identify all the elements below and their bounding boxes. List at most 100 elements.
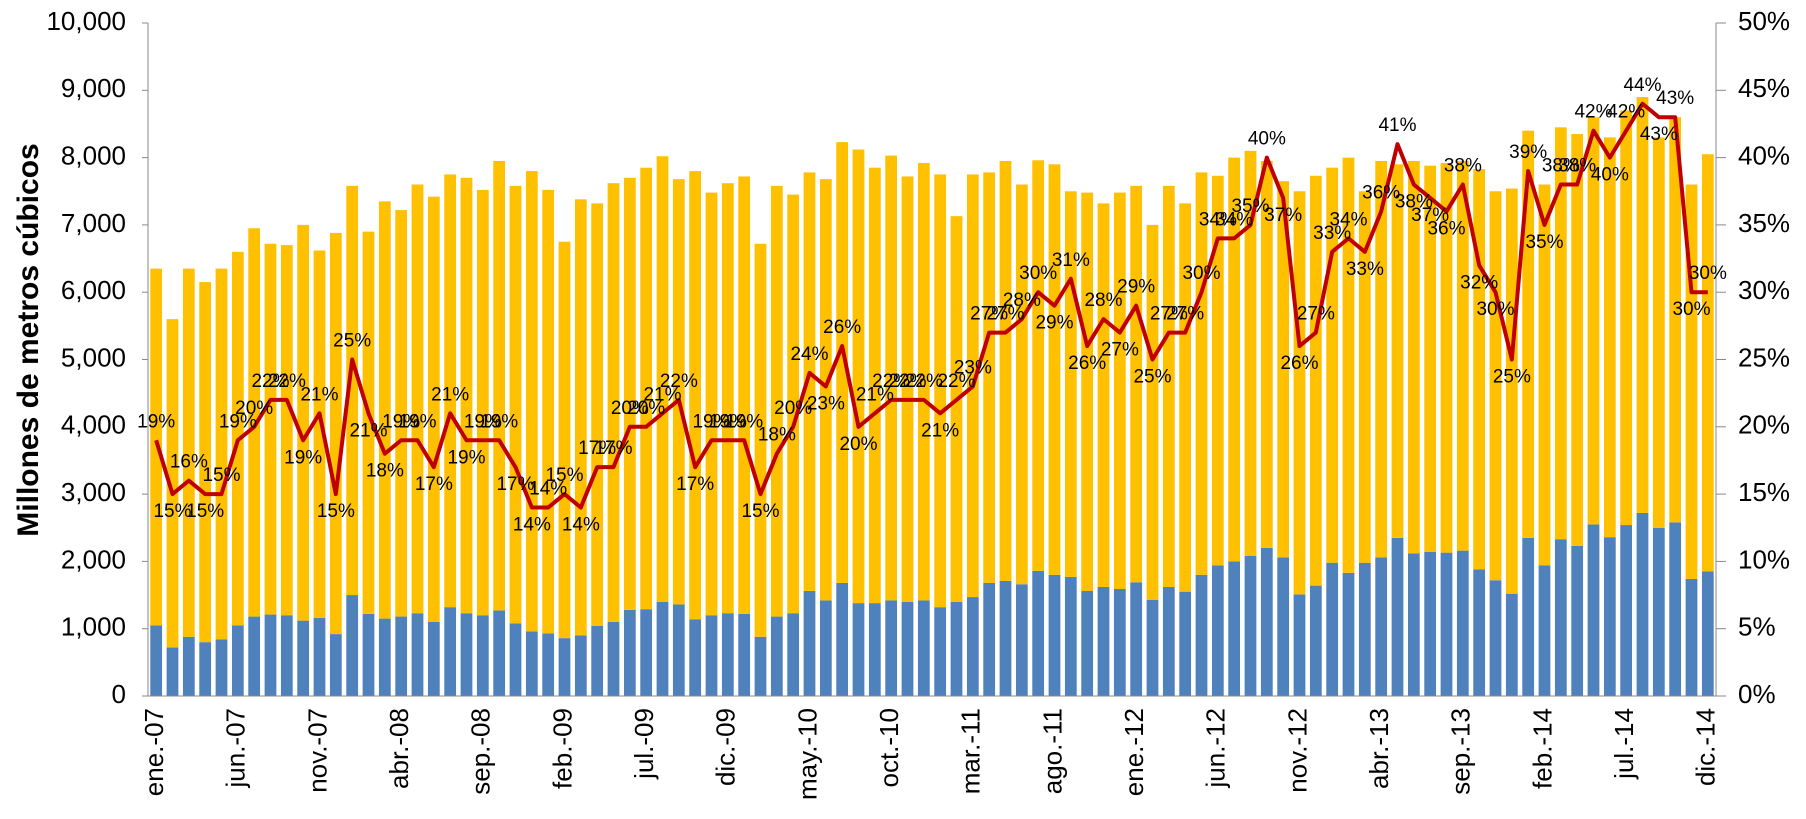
bar — [1146, 599, 1159, 696]
bar — [1293, 191, 1306, 595]
bar — [1293, 594, 1306, 696]
data-label: 22% — [660, 371, 698, 392]
data-label: 26% — [1280, 353, 1318, 374]
bar — [1440, 162, 1453, 553]
y2-tick-label: 25% — [1738, 342, 1790, 372]
bar — [1048, 574, 1061, 696]
x-tick-label: jul.-14 — [1609, 708, 1639, 780]
y2-tick-label: 50% — [1738, 6, 1790, 36]
bar — [770, 616, 783, 696]
bar — [427, 196, 440, 622]
data-label: 21% — [643, 384, 681, 405]
bar — [591, 626, 604, 696]
data-label: 17% — [415, 474, 453, 495]
x-tick-label: jul.-09 — [629, 708, 659, 780]
bar — [329, 232, 342, 635]
data-label: 38% — [1395, 192, 1433, 213]
bar — [1130, 582, 1143, 696]
bar — [803, 172, 816, 592]
bar — [1162, 586, 1175, 696]
data-label: 23% — [807, 393, 845, 414]
y-tick-label: 5,000 — [61, 342, 126, 372]
bar — [313, 617, 326, 696]
data-label: 35% — [1525, 232, 1563, 253]
bar — [1081, 591, 1094, 696]
bar — [493, 160, 506, 611]
bar — [346, 185, 359, 596]
y-tick-label: 4,000 — [61, 410, 126, 440]
data-label: 34% — [1329, 209, 1367, 230]
bar — [1571, 134, 1584, 546]
bar — [427, 621, 440, 696]
bar — [901, 601, 914, 696]
x-tick-label: mar.-11 — [956, 708, 986, 794]
bar — [852, 149, 865, 604]
data-label: 16% — [170, 452, 208, 473]
bar — [1407, 553, 1420, 696]
bar — [1375, 557, 1388, 696]
bar — [1097, 203, 1110, 587]
bar — [1685, 578, 1698, 696]
y2-tick-label: 40% — [1738, 140, 1790, 170]
bar — [1032, 160, 1045, 571]
data-label: 21% — [921, 420, 959, 441]
data-label: 37% — [1264, 205, 1302, 226]
data-label: 27% — [1166, 304, 1204, 325]
bar — [525, 171, 538, 632]
bar — [574, 199, 587, 636]
bar — [623, 177, 636, 610]
bar — [444, 607, 457, 696]
y-tick-label: 9,000 — [61, 73, 126, 103]
data-label: 40% — [1591, 165, 1629, 186]
x-tick-label: sep.-13 — [1446, 708, 1476, 795]
bar — [150, 625, 163, 696]
bar — [1277, 557, 1290, 696]
y-tick-label: 2,000 — [61, 544, 126, 574]
bar — [1456, 160, 1469, 551]
bar — [1391, 164, 1404, 538]
bar — [1309, 175, 1322, 586]
data-label: 38% — [1542, 156, 1580, 177]
bar — [476, 189, 489, 616]
data-label: 21% — [431, 384, 469, 405]
data-label: 14% — [562, 515, 600, 536]
data-label: 17% — [594, 438, 632, 459]
bar — [819, 179, 832, 601]
data-label: 43% — [1640, 124, 1678, 145]
y-tick-label: 6,000 — [61, 275, 126, 305]
x-tick-label: sep.-08 — [466, 708, 496, 795]
data-label: 19% — [219, 411, 257, 432]
bar — [329, 634, 342, 696]
data-label: 19% — [725, 411, 763, 432]
bar — [1440, 552, 1453, 696]
data-label: 30% — [1019, 263, 1057, 284]
bar — [1342, 157, 1355, 573]
bar — [803, 591, 816, 696]
bar — [378, 618, 391, 696]
bar — [738, 613, 751, 696]
y2-tick-label: 10% — [1738, 544, 1790, 574]
bar — [591, 203, 604, 627]
bar — [362, 613, 375, 696]
data-label: 20% — [774, 398, 812, 419]
bar — [770, 185, 783, 617]
data-label: 30% — [1672, 299, 1710, 320]
data-label: 25% — [1133, 367, 1171, 388]
bar — [1505, 188, 1518, 594]
bar — [885, 600, 898, 696]
data-label: 43% — [1656, 88, 1694, 109]
data-label: 27% — [1150, 304, 1188, 325]
bar — [1522, 537, 1535, 696]
bar — [264, 243, 277, 615]
x-tick-label: oct.-10 — [874, 708, 904, 788]
x-tick-label: feb.-14 — [1527, 708, 1557, 789]
bar — [1113, 192, 1126, 589]
data-label: 42% — [1607, 102, 1645, 123]
bar — [787, 194, 800, 614]
data-label: 41% — [1378, 115, 1416, 136]
data-label: 29% — [1035, 313, 1073, 334]
bar — [542, 633, 555, 696]
bar — [1064, 191, 1077, 577]
x-tick-label: jun.-07 — [221, 708, 251, 789]
y-axis-label: Millones de metros cúbicos — [12, 143, 45, 536]
